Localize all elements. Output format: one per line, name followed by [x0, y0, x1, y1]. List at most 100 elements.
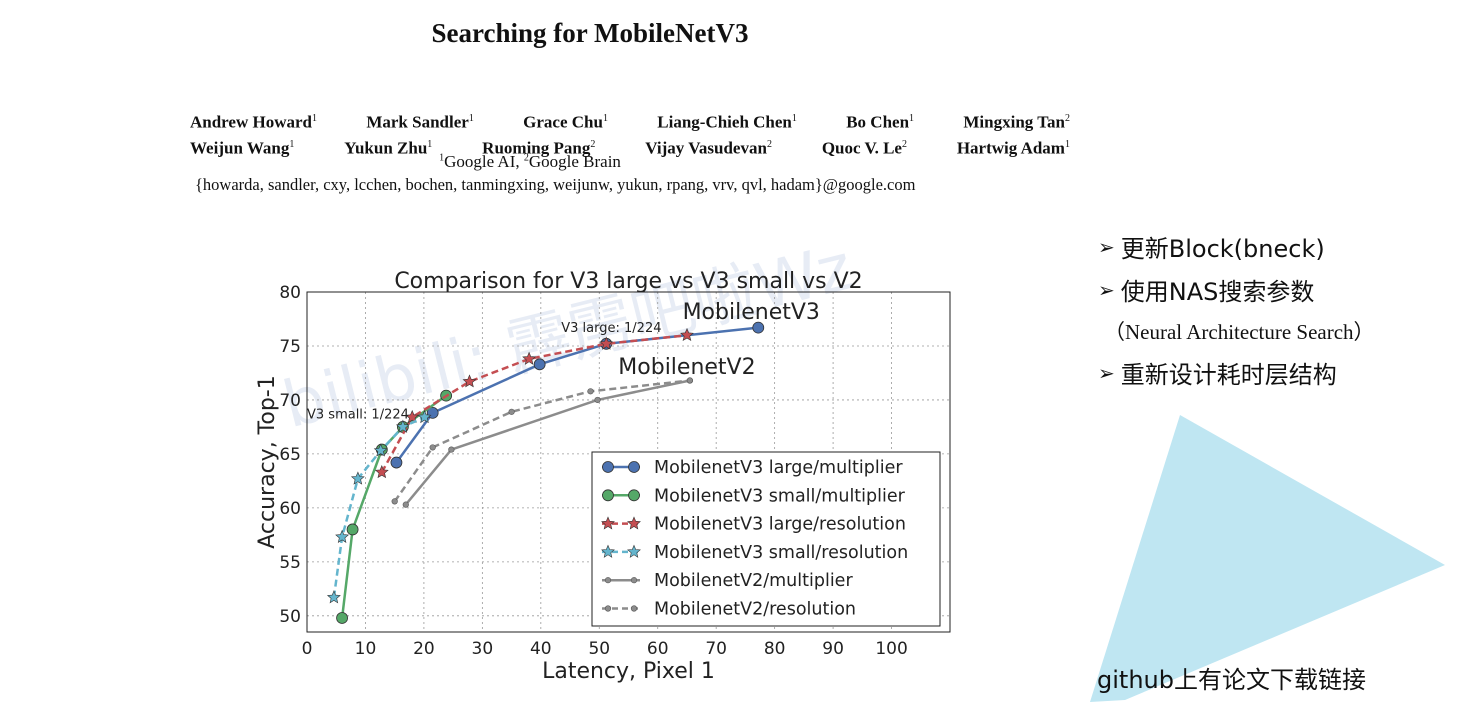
- y-tick-label: 55: [279, 553, 301, 573]
- comparison-chart: 0 10 20 30 40 50 60 70 80 90 100 50 55 60 65 70 75 80 Comp…: [255, 269, 951, 684]
- author-name: Ruoming Pang2: [482, 134, 595, 160]
- author-affiliation-sup: 1: [289, 138, 295, 150]
- author-affiliation-sup: 2: [901, 138, 907, 150]
- y-tick-label: 60: [279, 499, 301, 519]
- affiliation-google-brain: Google Brain: [528, 152, 621, 171]
- bullet-subtext: （Neural Architecture Search）: [1104, 320, 1375, 344]
- author-name: Yukun Zhu1: [344, 134, 432, 160]
- x-tick-label: 10: [355, 639, 377, 659]
- author-affiliation-sup: 1: [427, 138, 433, 150]
- author-row-2: Weijun Wang1 Yukun Zhu1 Ruoming Pang2 Vijay…: [190, 134, 1070, 160]
- affiliation-sup-1: 1: [439, 152, 445, 164]
- author-name-text: Mingxing Tan: [963, 112, 1065, 132]
- data-point: [405, 409, 420, 424]
- author-row-1: Andrew Howard1 Mark Sandler1 Grace Chu1 Lia…: [190, 108, 1070, 134]
- arrow-bullet-icon: ➢: [1098, 234, 1115, 259]
- legend-label: MobilenetV3 small/multiplier: [654, 486, 906, 506]
- author-affiliation-sup: 1: [791, 113, 797, 124]
- affiliation-google-ai: Google AI,: [444, 152, 524, 171]
- data-point: [335, 529, 350, 543]
- series-line: [404, 379, 691, 506]
- plot-frame: [306, 291, 951, 633]
- author-name: Hartwig Adam1: [957, 134, 1070, 160]
- data-point: [395, 419, 410, 433]
- data-point: [417, 409, 432, 424]
- author-affiliation-sup: 2: [1064, 113, 1070, 124]
- data-point: [448, 446, 455, 453]
- data-point: [462, 374, 477, 388]
- data-point: [587, 388, 594, 395]
- data-point: [522, 351, 537, 365]
- author-name: Bo Chen1: [846, 108, 914, 134]
- x-tick-label: 20: [413, 639, 435, 659]
- chart-annotation: MobilenetV2: [618, 355, 755, 380]
- author-affiliation-sup: 1: [1064, 138, 1070, 150]
- data-point: [429, 444, 436, 451]
- legend-label: MobilenetV2/resolution: [654, 600, 856, 620]
- data-point: [326, 590, 341, 604]
- x-tick-label: 30: [472, 639, 494, 659]
- author-name-text: Liang-Chieh Chen: [657, 112, 792, 132]
- data-point: [402, 501, 409, 508]
- author-affiliation-sup: 2: [590, 138, 596, 150]
- chart-annotation: V3 small: 1/224: [307, 407, 409, 422]
- legend-marker: [630, 605, 638, 612]
- author-name: Mingxing Tan2: [963, 108, 1070, 134]
- x-tick-label: 100: [875, 639, 907, 659]
- legend-box: [591, 451, 941, 627]
- author-name: Weijun Wang1: [190, 134, 294, 160]
- chart-annotation: V3 large: 1/224: [561, 321, 661, 336]
- author-name-text: Mark Sandler: [366, 112, 469, 132]
- legend-label: MobilenetV3 small/resolution: [654, 543, 908, 563]
- author-affiliation-sup: 2: [766, 138, 772, 150]
- y-tick-label: 65: [279, 445, 301, 465]
- author-list: Andrew Howard1 Mark Sandler1 Grace Chu1 Lia…: [190, 108, 1070, 159]
- data-point: [508, 408, 515, 415]
- author-affiliation-sup: 1: [468, 113, 474, 124]
- legend-marker: [604, 605, 612, 612]
- x-tick-label: 60: [647, 639, 669, 659]
- author-name: Grace Chu1: [523, 108, 608, 134]
- author-name: Andrew Howard1: [190, 108, 317, 134]
- series-line: [340, 394, 447, 619]
- chart-title: Comparison for V3 large vs V3 small vs V…: [394, 269, 862, 294]
- x-axis-label: Latency, Pixel 1: [542, 659, 715, 684]
- author-name-text: Yukun Zhu: [344, 138, 428, 158]
- bullet-item-2: ➢ 使用NAS搜索参数: [1098, 268, 1375, 311]
- legend-label: MobilenetV3 large/resolution: [654, 515, 906, 535]
- x-tick-label: 0: [302, 639, 313, 659]
- arrow-bullet-icon: ➢: [1098, 360, 1115, 385]
- legend-marker: [628, 489, 640, 502]
- data-point: [391, 498, 398, 505]
- bullet-list: ➢ 更新Block(bneck) ➢ 使用NAS搜索参数 （Neural Arc…: [1098, 225, 1375, 394]
- legend-marker: [601, 544, 615, 558]
- bullet-text-1: 更新Block(bneck): [1120, 235, 1325, 263]
- author-affiliation-sup: 1: [602, 113, 608, 124]
- data-point: [336, 612, 348, 624]
- data-point: [374, 465, 389, 479]
- data-point: [346, 523, 359, 536]
- author-emails: {howarda, sandler, cxy, lcchen, bochen, …: [195, 175, 916, 194]
- x-tick-label: 90: [822, 639, 844, 659]
- download-link-note: github上有论文下载链接: [1097, 666, 1366, 694]
- author-name-text: Quoc V. Le: [821, 138, 902, 158]
- author-affiliation-sup: 1: [312, 113, 317, 124]
- data-point: [599, 336, 614, 350]
- author-name: Mark Sandler1: [366, 108, 473, 134]
- data-point: [752, 321, 765, 334]
- legend-marker: [627, 516, 641, 530]
- bullet-text-3: 重新设计耗时层结构: [1120, 361, 1337, 389]
- legend-marker: [628, 461, 640, 473]
- bullet-item-1: ➢ 更新Block(bneck): [1098, 225, 1375, 268]
- paper-title: Searching for MobileNetV3: [431, 18, 749, 48]
- data-point: [680, 327, 694, 342]
- x-tick-label: 50: [588, 639, 610, 659]
- data-point: [686, 377, 693, 384]
- x-tick-label: 70: [705, 639, 727, 659]
- legend-marker: [604, 577, 612, 584]
- author-name-text: Bo Chen: [846, 112, 910, 132]
- legend-label: MobilenetV2/multiplier: [654, 571, 853, 591]
- author-name: Quoc V. Le2: [822, 134, 907, 160]
- legend-label: MobilenetV3 large/multiplier: [654, 458, 903, 478]
